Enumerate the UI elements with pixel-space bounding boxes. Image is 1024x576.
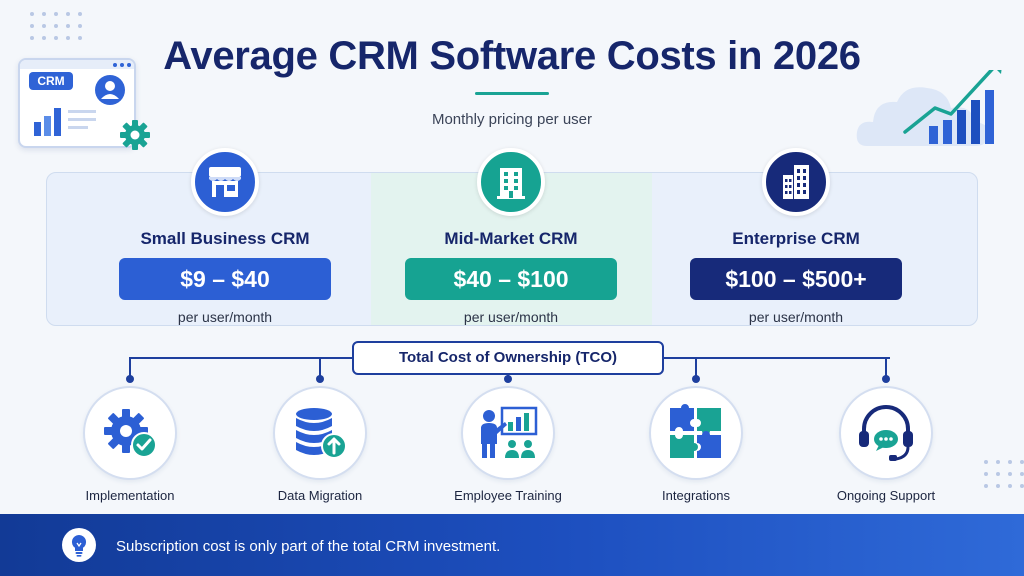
tco-label: Ongoing Support [836, 488, 936, 503]
title-underline [475, 92, 549, 95]
window-dots-icon [113, 63, 131, 67]
tier-name: Enterprise CRM [732, 229, 860, 248]
connector-dot [126, 375, 134, 383]
tier-price: $40 – $100 [405, 258, 617, 300]
tco-item-implementation: Implementation [45, 386, 215, 503]
crm-dashboard-illustration: CRM [18, 58, 136, 148]
presentation-icon [461, 386, 555, 480]
tco-heading: Total Cost of Ownership (TCO) [352, 341, 664, 375]
tier-price: $100 – $500+ [690, 258, 902, 300]
tco-label: Data Migration [277, 488, 363, 503]
tco-item-integrations: Integrations [611, 386, 781, 503]
database-upload-icon [273, 386, 367, 480]
bar-chart-icon [34, 108, 96, 136]
headset-icon [839, 386, 933, 480]
storefront-icon [191, 148, 259, 216]
connector-drop [695, 357, 697, 379]
page-title: Average CRM Software Costs in 2026 [163, 34, 861, 78]
cloud-growth-chart-icon [856, 70, 1002, 146]
footer-banner [0, 514, 1024, 576]
page-subtitle: Monthly pricing per user [431, 111, 593, 128]
tier-name: Mid-Market CRM [444, 229, 578, 248]
skyscraper-icon [762, 148, 830, 216]
tco-label: Implementation [85, 488, 175, 503]
tier-unit: per user/month [748, 309, 844, 325]
connector-drop [885, 357, 887, 379]
connector-drop [129, 357, 131, 379]
crm-badge: CRM [29, 72, 73, 90]
connector-dot [316, 375, 324, 383]
tco-item-data-migration: Data Migration [235, 386, 405, 503]
connector-dot [504, 375, 512, 383]
connector-dot [692, 375, 700, 383]
lightbulb-icon [62, 528, 96, 562]
gear-check-icon [83, 386, 177, 480]
footer-text: Subscription cost is only part of the to… [116, 538, 501, 555]
tier-mid-market: Mid-Market CRM $40 – $100 per user/month [371, 148, 651, 325]
tier-unit: per user/month [177, 309, 273, 325]
tier-name: Small Business CRM [140, 229, 310, 248]
tco-item-employee-training: Employee Training [423, 386, 593, 503]
connector-drop [319, 357, 321, 379]
tier-small-business: Small Business CRM $9 – $40 per user/mon… [85, 148, 365, 325]
tco-item-ongoing-support: Ongoing Support [801, 386, 971, 503]
connector-dot [882, 375, 890, 383]
puzzle-icon [649, 386, 743, 480]
tco-label: Integrations [662, 488, 730, 503]
office-building-icon [477, 148, 545, 216]
window-titlebar [20, 60, 134, 69]
user-avatar-icon [95, 75, 125, 105]
tier-enterprise: Enterprise CRM $100 – $500+ per user/mon… [656, 148, 936, 325]
decorative-dots-top-left [30, 12, 82, 40]
settings-gear-icon [120, 120, 150, 150]
tco-label: Employee Training [454, 488, 562, 503]
tier-unit: per user/month [463, 309, 559, 325]
tier-price: $9 – $40 [119, 258, 331, 300]
decorative-dots-bottom-right [984, 460, 1024, 488]
